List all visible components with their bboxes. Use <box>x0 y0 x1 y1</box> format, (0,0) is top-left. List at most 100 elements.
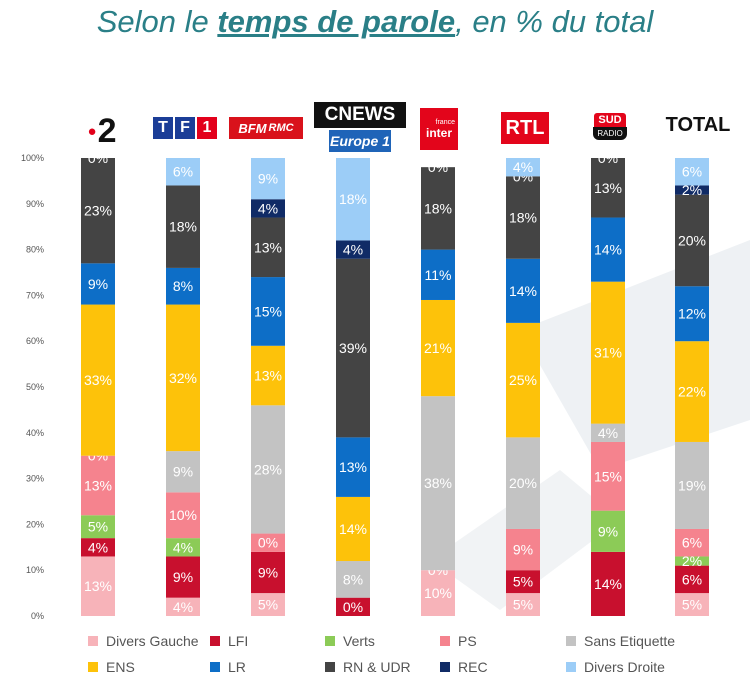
data-label: 5% <box>258 597 278 613</box>
data-label: 6% <box>173 164 193 180</box>
bar-segment <box>675 565 709 594</box>
legend-item: PS <box>440 633 477 649</box>
data-label: 6% <box>682 535 702 551</box>
y-tick-label: 20% <box>26 519 44 529</box>
data-label: 9% <box>513 542 533 558</box>
legend-item: Sans Etiquette <box>566 633 675 649</box>
data-label: 13% <box>594 180 622 196</box>
bar-segment <box>251 551 285 594</box>
y-tick-label: 50% <box>26 382 44 392</box>
bar-segment <box>675 528 709 557</box>
legend-item: Divers Gauche <box>88 633 199 649</box>
data-label: 4% <box>343 242 363 258</box>
data-label: 11% <box>425 267 452 283</box>
bar-segment <box>166 492 200 539</box>
legend-label: Sans Etiquette <box>584 633 676 649</box>
logo-france2: ● 2 <box>87 111 117 150</box>
legend-swatch <box>88 636 98 646</box>
bar-segment <box>421 249 455 300</box>
data-label: 13% <box>84 578 112 594</box>
tf1-letter: F <box>175 117 195 139</box>
bar-segment <box>591 281 625 424</box>
bar-segment <box>675 556 709 566</box>
data-label: 14% <box>339 521 367 537</box>
data-label: 20% <box>509 475 537 491</box>
legend-label: LFI <box>228 633 249 649</box>
data-label: 18% <box>169 219 197 235</box>
bar-segment <box>166 304 200 452</box>
y-tick-label: 0% <box>31 611 44 621</box>
data-label: 2% <box>682 553 702 569</box>
data-label: 38% <box>424 475 452 491</box>
logo-cnews-europe1: CNEWS Europe 1 <box>312 100 408 154</box>
bar-segment <box>675 194 709 287</box>
data-label: 15% <box>594 468 622 484</box>
data-label: 0% <box>88 150 108 166</box>
data-label: 9% <box>173 569 193 585</box>
data-label: 39% <box>339 340 367 356</box>
bar-segment <box>81 455 115 516</box>
bar-segment <box>251 277 285 346</box>
data-label: 4% <box>598 425 618 441</box>
data-label: 13% <box>254 239 282 255</box>
data-label: 9% <box>173 464 193 480</box>
data-label: 4% <box>513 159 533 175</box>
bar-segment <box>336 561 370 598</box>
legend-swatch <box>325 636 335 646</box>
bar-segment <box>591 551 625 616</box>
data-label: 2% <box>682 182 702 198</box>
data-label: 4% <box>173 599 193 615</box>
data-label: 5% <box>513 574 533 590</box>
data-label: 14% <box>594 242 622 258</box>
legend-item: REC <box>440 659 488 675</box>
bar-segment <box>166 267 200 305</box>
bar-segment <box>81 556 115 616</box>
data-label: 5% <box>682 597 702 613</box>
legend-label: Verts <box>343 633 375 649</box>
bar-segment <box>166 556 200 598</box>
data-label: 20% <box>678 232 706 248</box>
bar-segment <box>251 593 285 616</box>
tf1-letter: T <box>153 117 173 139</box>
bar-segment <box>251 405 285 534</box>
legend-label: Divers Gauche <box>106 633 199 649</box>
bar-segment <box>591 423 625 442</box>
bar-segment <box>421 167 455 250</box>
data-label: 0% <box>598 150 618 166</box>
data-label: 6% <box>682 571 702 587</box>
data-label: 5% <box>88 519 108 535</box>
data-label: 9% <box>258 564 278 580</box>
logo-sud-radio: SUD RADIO <box>589 108 631 144</box>
legend-label: PS <box>458 633 477 649</box>
data-label: 31% <box>594 345 622 361</box>
bar-segment <box>591 158 625 218</box>
bar-segment <box>675 341 709 442</box>
y-tick-label: 60% <box>26 336 44 346</box>
data-label: 8% <box>343 571 363 587</box>
data-label: 18% <box>509 210 537 226</box>
bar-segment <box>506 570 540 594</box>
logo-total: TOTAL <box>665 113 731 136</box>
bar-segment <box>591 510 625 552</box>
bar-segment <box>336 597 370 616</box>
bar-segment <box>81 515 115 539</box>
legend-swatch <box>440 662 450 672</box>
data-label: 19% <box>678 477 706 493</box>
logo-bfm-rmc: BFM RMC <box>229 117 303 139</box>
bar-segment <box>421 299 455 397</box>
bar-segment <box>336 496 370 562</box>
bar-segment <box>506 322 540 438</box>
bar-segment <box>251 217 285 278</box>
y-tick-label: 30% <box>26 474 44 484</box>
data-label: 22% <box>678 384 706 400</box>
legend-label: LR <box>228 659 246 675</box>
data-label: 10% <box>169 507 197 523</box>
legend-item: LFI <box>210 633 248 649</box>
bar-segment <box>336 258 370 438</box>
data-label: 9% <box>88 276 108 292</box>
bar-segment <box>675 441 709 529</box>
data-label: 8% <box>173 278 193 294</box>
data-label: 14% <box>594 576 622 592</box>
bar-segment <box>81 538 115 557</box>
